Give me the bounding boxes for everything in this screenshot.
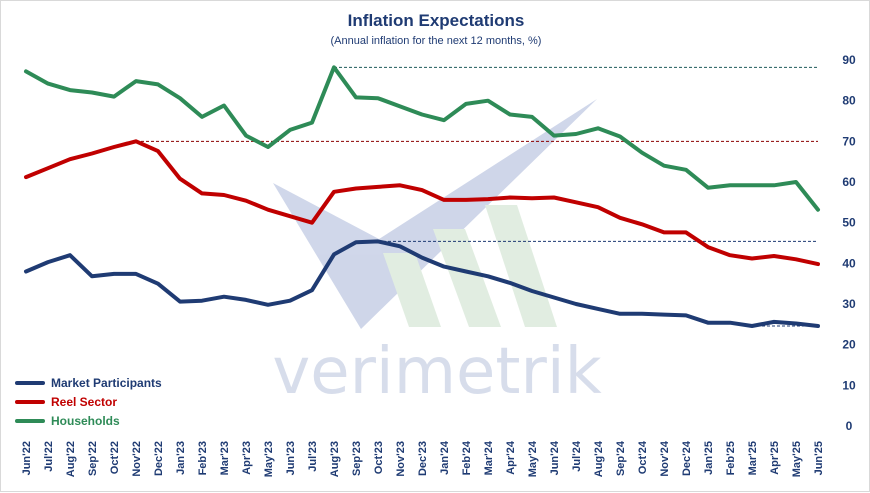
- x-tick-label: Oct'23: [373, 441, 385, 474]
- legend-swatch: [15, 380, 45, 385]
- x-tick-label: Mar'23: [219, 441, 231, 475]
- legend-label: Market Participants: [51, 375, 162, 390]
- legend-item-reel-sector: Reel Sector: [15, 392, 162, 411]
- x-tick-label: May'25: [791, 441, 803, 477]
- x-tick-label: Oct'24: [637, 440, 649, 474]
- y-tick-label: 30: [842, 297, 856, 311]
- y-tick-label: 40: [842, 256, 856, 270]
- x-tick-label: Nov'24: [659, 440, 671, 477]
- x-tick-label: Jun'25: [813, 441, 825, 475]
- chart-subtitle: (Annual inflation for the next 12 months…: [330, 35, 542, 47]
- x-tick-label: Aug'24: [593, 440, 605, 477]
- x-tick-label: Jan'25: [703, 441, 715, 475]
- x-tick-label: Jan'24: [439, 440, 451, 475]
- y-tick-label: 20: [842, 338, 856, 352]
- x-tick-label: Aug'23: [329, 441, 341, 477]
- x-tick-label: Jun'24: [549, 440, 561, 475]
- x-tick-label: Nov'22: [131, 441, 143, 477]
- legend-label: Reel Sector: [51, 394, 118, 409]
- chart-title: Inflation Expectations: [347, 11, 525, 30]
- legend-swatch: [15, 399, 45, 404]
- x-tick-label: Aug'22: [65, 441, 77, 477]
- x-tick-label: Sep'24: [615, 440, 627, 476]
- y-tick-label: 10: [842, 378, 856, 392]
- x-tick-label: Apr'23: [241, 441, 253, 475]
- watermark-mark-stripe: [433, 229, 501, 327]
- watermark-mark-stripe: [485, 205, 557, 327]
- legend-swatch: [15, 418, 45, 423]
- x-tick-label: Jun'23: [285, 441, 297, 475]
- watermark-mark: [273, 99, 597, 329]
- x-tick-label: Mar'25: [747, 441, 759, 475]
- series-line-households: [24, 65, 820, 212]
- watermark-text: verimetrik: [272, 335, 601, 409]
- x-tick-label: Dec'23: [417, 441, 429, 476]
- x-tick-label: Jul'24: [571, 440, 583, 472]
- x-tick-label: May'24: [527, 440, 539, 477]
- series-line-reel-sector: [24, 139, 820, 267]
- x-tick-label: Apr'24: [505, 440, 517, 475]
- legend-item-households: Households: [15, 411, 162, 430]
- x-tick-label: Sep'22: [87, 441, 99, 476]
- y-tick-label: 50: [842, 216, 856, 230]
- x-tick-label: Feb'23: [197, 441, 209, 475]
- x-tick-label: Feb'24: [461, 440, 473, 475]
- x-tick-label: Apr'25: [769, 441, 781, 475]
- y-tick-label: 60: [842, 175, 856, 189]
- x-tick-label: Sep'23: [351, 441, 363, 476]
- x-tick-label: Mar'24: [483, 440, 495, 475]
- y-tick-label: 70: [842, 134, 856, 148]
- x-tick-label: Feb'25: [725, 441, 737, 475]
- x-tick-label: Jun'22: [21, 441, 33, 475]
- x-tick-label: Dec'22: [153, 441, 165, 476]
- series-line-market-participants: [24, 239, 820, 328]
- x-tick-label: May'23: [263, 441, 275, 477]
- x-tick-label: Jul'23: [307, 441, 319, 472]
- x-tick-label: Oct'22: [109, 441, 121, 474]
- x-tick-label: Jan'23: [175, 441, 187, 475]
- verimetrik-watermark: verimetrik: [272, 99, 602, 409]
- x-tick-label: Nov'23: [395, 441, 407, 477]
- x-tick-label: Dec'24: [681, 440, 693, 476]
- legend: Market Participants Reel Sector Househol…: [15, 373, 162, 430]
- legend-item-market-participants: Market Participants: [15, 373, 162, 392]
- y-tick-label: 0: [846, 419, 853, 433]
- y-tick-label: 80: [842, 94, 856, 108]
- legend-label: Households: [51, 413, 120, 428]
- watermark-mark-stripe: [383, 253, 441, 327]
- y-tick-label: 90: [842, 53, 856, 67]
- x-tick-label: Jul'22: [43, 441, 55, 472]
